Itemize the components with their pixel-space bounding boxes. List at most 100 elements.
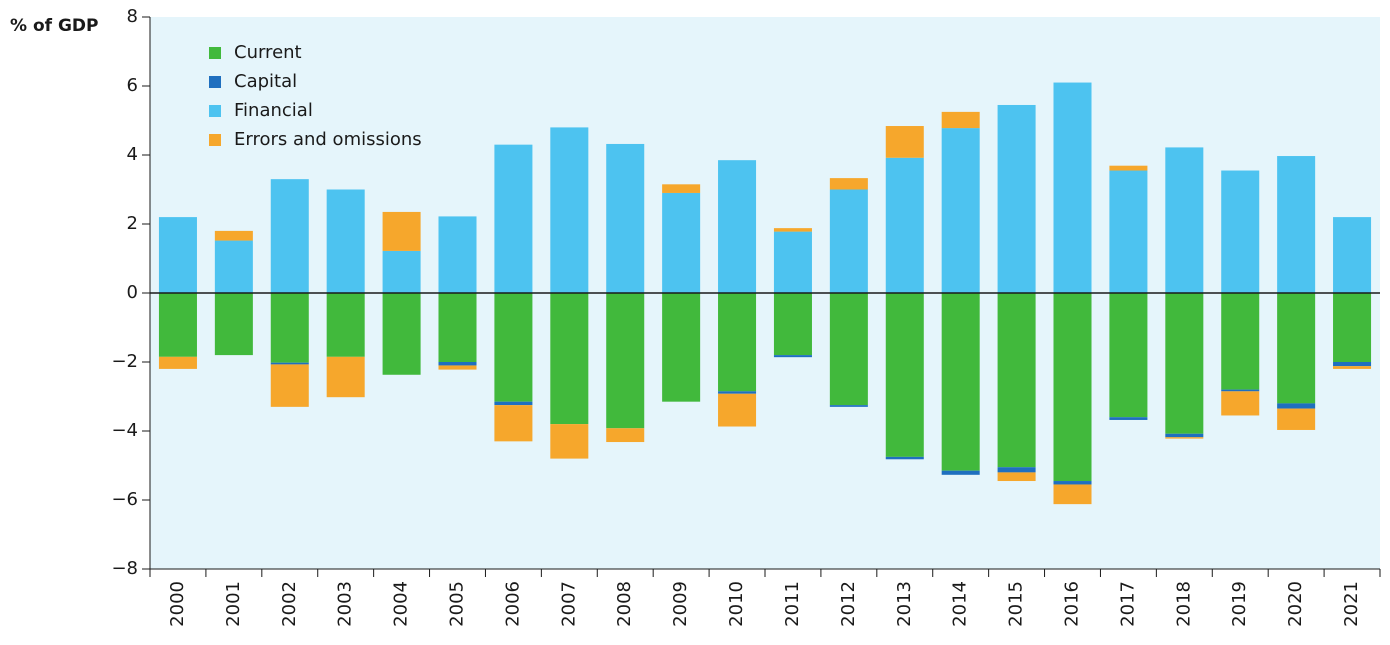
x-tick-label: 2015 bbox=[1006, 581, 1027, 627]
bar-segment bbox=[326, 356, 365, 398]
bar-segment bbox=[158, 356, 197, 369]
bar-segment bbox=[1053, 82, 1092, 293]
y-tick-label: 4 bbox=[127, 144, 138, 165]
legend-swatch bbox=[209, 76, 221, 88]
legend-swatch bbox=[209, 134, 221, 146]
bar-segment bbox=[606, 143, 645, 293]
bar-segment bbox=[1165, 433, 1204, 438]
bar-segment bbox=[662, 293, 701, 402]
bar-segment bbox=[941, 128, 980, 293]
bar-segment bbox=[1221, 293, 1260, 390]
bar-segment bbox=[1333, 366, 1372, 369]
bar-segment bbox=[214, 293, 253, 356]
bar-segment bbox=[773, 231, 812, 293]
legend-label: Errors and omissions bbox=[234, 129, 422, 150]
bar-segment bbox=[1165, 293, 1204, 434]
bar-segment bbox=[1109, 170, 1148, 293]
bar-segment bbox=[270, 362, 309, 365]
x-tick-label: 2005 bbox=[447, 581, 468, 627]
bar-segment bbox=[382, 211, 421, 251]
bar-segment bbox=[494, 405, 533, 442]
bar-segment bbox=[438, 293, 477, 362]
bar-segment bbox=[270, 293, 309, 363]
y-tick-label: 8 bbox=[127, 6, 138, 27]
x-tick-label: 2019 bbox=[1229, 581, 1250, 627]
x-tick-label: 2018 bbox=[1173, 581, 1194, 627]
bar-segment bbox=[1277, 408, 1316, 430]
bar-segment bbox=[718, 393, 757, 427]
bar-segment bbox=[382, 250, 421, 293]
bar-segment bbox=[550, 127, 589, 294]
legend-label: Financial bbox=[234, 100, 313, 121]
bar-segment bbox=[550, 293, 589, 425]
bar-segment bbox=[773, 228, 812, 232]
y-tick-label: −8 bbox=[111, 558, 138, 579]
bar-segment bbox=[214, 230, 253, 241]
bar-segment bbox=[773, 293, 812, 356]
bar-segment bbox=[1221, 170, 1260, 293]
bar-segment bbox=[885, 456, 924, 460]
bar-segment bbox=[326, 293, 365, 357]
x-tick-label: 2010 bbox=[726, 581, 747, 627]
bar-segment bbox=[997, 293, 1036, 468]
bar-segment bbox=[773, 355, 812, 358]
bar-segment bbox=[718, 160, 757, 293]
x-tick-label: 2014 bbox=[950, 581, 971, 627]
y-tick-label: −6 bbox=[111, 489, 138, 510]
x-tick-label: 2012 bbox=[838, 581, 859, 627]
bar-segment bbox=[1053, 293, 1092, 482]
bar-segment bbox=[1333, 217, 1372, 293]
bar-segment bbox=[829, 178, 868, 190]
bar-segment bbox=[550, 424, 589, 459]
bar-segment bbox=[885, 293, 924, 457]
x-tick-label: 2016 bbox=[1062, 581, 1083, 627]
bar-segment bbox=[1165, 147, 1204, 293]
legend-swatch bbox=[209, 47, 221, 59]
bar-segment bbox=[158, 293, 197, 357]
bar-segment bbox=[941, 293, 980, 471]
x-tick-label: 2007 bbox=[558, 581, 579, 627]
y-tick-label: 6 bbox=[127, 75, 138, 96]
bar-segment bbox=[606, 293, 645, 429]
bar-segment bbox=[662, 192, 701, 293]
x-tick-label: 2011 bbox=[782, 581, 803, 627]
bar-segment bbox=[662, 184, 701, 193]
x-tick-label: 2001 bbox=[223, 581, 244, 627]
bar-segment bbox=[1221, 389, 1260, 392]
y-axis-label: % of GDP bbox=[10, 16, 98, 36]
bar-segment bbox=[1333, 362, 1372, 367]
bar-segment bbox=[1221, 391, 1260, 416]
bar-segment bbox=[1109, 417, 1148, 420]
legend-swatch bbox=[209, 105, 221, 117]
bar-segment bbox=[494, 144, 533, 293]
bar-segment bbox=[1333, 293, 1372, 362]
x-tick-label: 2002 bbox=[279, 581, 300, 627]
x-tick-label: 2006 bbox=[502, 581, 523, 627]
x-tick-label: 2009 bbox=[670, 581, 691, 627]
bar-segment bbox=[382, 293, 421, 375]
bar-segment bbox=[718, 293, 757, 392]
bar-segment bbox=[1109, 293, 1148, 418]
bar-segment bbox=[270, 179, 309, 293]
x-tick-label: 2013 bbox=[894, 581, 915, 627]
bar-segment bbox=[326, 189, 365, 293]
bar-segment bbox=[1053, 484, 1092, 505]
y-tick-label: −4 bbox=[111, 420, 138, 441]
x-tick-label: 2003 bbox=[335, 581, 356, 627]
bar-segment bbox=[494, 401, 533, 406]
bar-segment bbox=[941, 111, 980, 129]
bar-segment bbox=[997, 472, 1036, 482]
bar-segment bbox=[997, 467, 1036, 473]
bar-segment bbox=[1109, 165, 1148, 171]
bar-segment bbox=[1053, 481, 1092, 485]
x-tick-label: 2021 bbox=[1341, 581, 1362, 627]
bar-segment bbox=[885, 157, 924, 293]
y-tick-label: 2 bbox=[127, 213, 138, 234]
x-tick-label: 2017 bbox=[1117, 581, 1138, 627]
bar-segment bbox=[214, 240, 253, 293]
bar-segment bbox=[494, 293, 533, 402]
legend-label: Capital bbox=[234, 71, 297, 92]
bar-segment bbox=[438, 216, 477, 293]
bar-segment bbox=[941, 470, 980, 475]
